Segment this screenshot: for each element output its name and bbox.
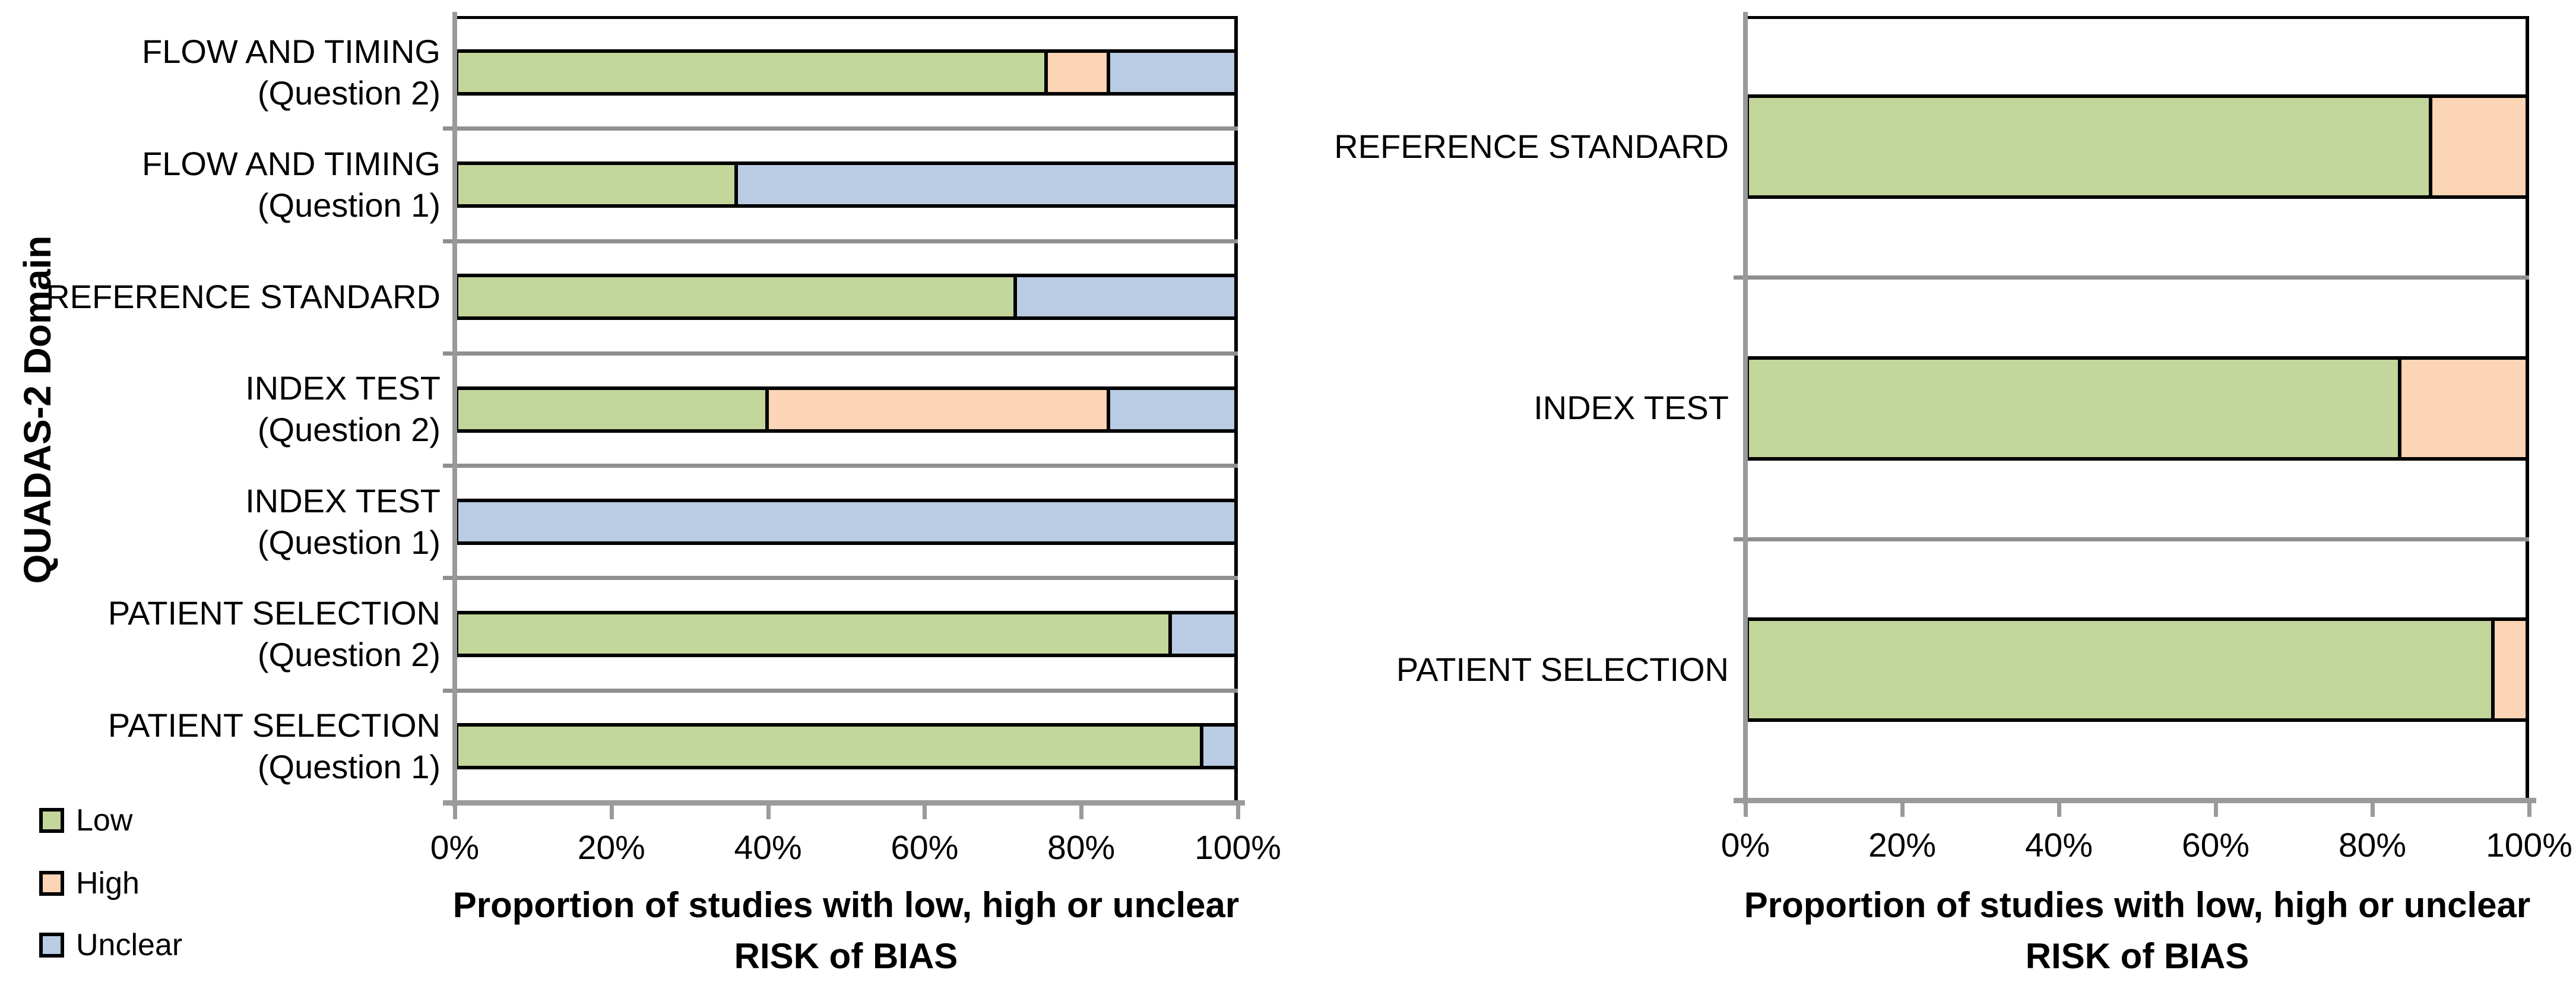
bar-segment-unclear — [458, 502, 1234, 541]
stacked-bar — [455, 161, 1238, 208]
category-gridline — [443, 688, 1238, 693]
x-tick-mark — [2057, 803, 2061, 817]
x-tick-mark — [453, 805, 457, 819]
stacked-bar — [1745, 617, 2529, 722]
category-label: INDEX TEST (Question 2) — [245, 369, 441, 449]
x-tick-label: 0% — [430, 829, 480, 867]
category-gridline — [443, 464, 1238, 468]
legend-label: Low — [76, 803, 133, 838]
bar-segment-low — [1749, 359, 2401, 457]
bar-segment-high — [2432, 98, 2526, 196]
x-tick-mark — [2371, 803, 2375, 817]
legend-item: Unclear — [39, 927, 182, 963]
category-label: FLOW AND TIMING (Question 2) — [142, 32, 441, 112]
x-tick-mark — [2527, 803, 2531, 817]
category-gridline — [1734, 537, 2529, 541]
legend-item: High — [39, 866, 140, 901]
category-label: REFERENCE STANDARD — [1334, 128, 1729, 166]
bar-segment-high — [1048, 52, 1110, 92]
x-tick-mark — [1079, 805, 1084, 819]
category-gridline — [443, 239, 1238, 243]
x-axis-line — [443, 800, 1245, 806]
legend-swatch-high — [39, 871, 64, 896]
x-tick-mark — [923, 805, 927, 819]
category-label: PATIENT SELECTION (Question 1) — [107, 706, 441, 786]
bar-segment-low — [458, 389, 769, 429]
x-axis-title-right: Proportion of studies with low, high or … — [1744, 885, 2531, 976]
category-gridline — [443, 126, 1238, 131]
stacked-bar — [455, 274, 1238, 321]
category-label: INDEX TEST — [1533, 389, 1729, 427]
stacked-bar — [455, 611, 1238, 658]
bar-segment-unclear — [737, 164, 1234, 204]
category-label: PATIENT SELECTION — [1396, 650, 1729, 688]
bar-segment-high — [768, 389, 1110, 429]
category-gridline — [1734, 275, 2529, 280]
bar-segment-unclear — [1110, 389, 1234, 429]
legend-swatch-unclear — [39, 933, 64, 958]
bar-segment-unclear — [1110, 52, 1234, 92]
category-label: REFERENCE STANDARD — [46, 278, 441, 316]
x-axis-line — [1734, 798, 2536, 803]
category-label: INDEX TEST (Question 1) — [245, 481, 441, 561]
x-tick-mark — [766, 805, 771, 819]
bar-segment-unclear — [1203, 727, 1234, 766]
x-tick-mark — [2214, 803, 2218, 817]
bar-segment-low — [458, 52, 1048, 92]
category-gridline — [443, 576, 1238, 581]
y-axis-line — [452, 12, 457, 807]
legend-label: High — [76, 866, 140, 901]
x-tick-label: 40% — [2024, 826, 2093, 864]
x-tick-label: 0% — [1720, 826, 1770, 864]
x-tick-label: 20% — [1868, 826, 1937, 864]
x-tick-label: 40% — [734, 829, 802, 867]
stacked-bar — [455, 386, 1238, 433]
legend-label: Unclear — [76, 928, 183, 962]
stacked-bar — [455, 498, 1238, 545]
bar-segment-low — [458, 277, 1018, 317]
stacked-bar — [455, 723, 1238, 770]
x-tick-mark — [1744, 803, 1748, 817]
category-label: PATIENT SELECTION (Question 2) — [107, 594, 441, 674]
bar-segment-low — [458, 164, 738, 204]
bar-segment-low — [458, 614, 1173, 654]
stacked-bar — [1745, 94, 2529, 199]
x-tick-mark — [1900, 803, 1905, 817]
x-tick-label: 80% — [2338, 826, 2407, 864]
bar-segment-high — [2401, 359, 2526, 457]
x-tick-label: 60% — [2181, 826, 2250, 864]
category-gridline — [443, 351, 1238, 356]
bar-segment-unclear — [1017, 277, 1234, 317]
legend-swatch-low — [39, 808, 64, 833]
x-tick-mark — [609, 805, 614, 819]
x-tick-label: 60% — [891, 829, 959, 867]
stacked-bar — [455, 49, 1238, 96]
legend-item: Low — [39, 803, 132, 838]
bar-segment-low — [1749, 620, 2495, 718]
category-label: FLOW AND TIMING (Question 1) — [142, 144, 441, 224]
x-tick-label: 80% — [1047, 829, 1116, 867]
y-axis-line — [1743, 12, 1748, 804]
bar-segment-low — [1749, 98, 2433, 196]
stacked-bar — [1745, 356, 2529, 461]
bar-segment-high — [2494, 620, 2526, 718]
bar-segment-low — [458, 727, 1203, 766]
x-axis-title-left: Proportion of studies with low, high or … — [452, 885, 1240, 976]
x-tick-label: 100% — [1194, 829, 1281, 867]
x-tick-label: 100% — [2486, 826, 2572, 864]
bar-segment-unclear — [1172, 614, 1234, 654]
x-tick-mark — [1236, 805, 1240, 819]
x-tick-label: 20% — [577, 829, 645, 867]
